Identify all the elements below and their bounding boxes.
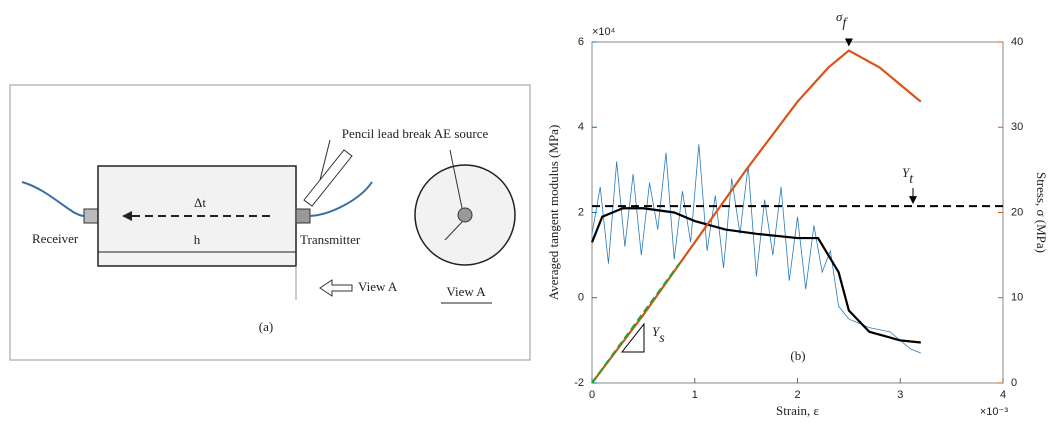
sensor-spot (457, 207, 473, 223)
chart-label: (b) (790, 348, 805, 363)
threshold-label: Yt (902, 165, 914, 187)
y2-tick-label: 20 (1011, 206, 1023, 218)
slope-label-symbol: Y (652, 324, 661, 339)
x-tick-label: 4 (1000, 389, 1006, 401)
diagram: Pencil lead break AE source Δt h Receive… (9, 84, 531, 361)
view-title: View A (446, 284, 486, 299)
arrow-head (844, 38, 853, 47)
source-label: Pencil lead break AE source (342, 126, 489, 141)
delta-label: Δt (194, 195, 206, 210)
x-tick-label: 3 (897, 389, 903, 401)
series-line (591, 144, 921, 354)
peak-label-symbol: σ (836, 9, 843, 24)
pencil (303, 149, 353, 207)
leader (449, 149, 463, 209)
threshold-label-symbol: Y (902, 165, 911, 180)
peak-label: σf (836, 9, 848, 31)
series-line (591, 263, 681, 384)
y2-axis-label: Stress, σ (MPa) (1034, 172, 1049, 253)
y-tick-label: 4 (578, 121, 584, 133)
slope-triangle (620, 322, 645, 353)
y-tick-label: 0 (578, 292, 584, 304)
leader (444, 221, 463, 241)
y2-tick-label: 40 (1011, 36, 1023, 48)
slope-label: Ys (652, 324, 665, 346)
x-tick-label: 1 (692, 389, 698, 401)
series-line (591, 49, 922, 384)
x-axis-label: Strain, ε (776, 403, 820, 418)
view-arrow-label: View A (358, 279, 398, 294)
y-tick-label: 6 (578, 36, 584, 48)
y-axis-label: Averaged tangent modulus (MPa) (546, 125, 561, 301)
peak-label-sub: f (842, 16, 848, 31)
series-line (590, 207, 921, 344)
arrow-head (122, 211, 132, 221)
receiver-label: Receiver (32, 231, 79, 246)
receiver-sensor (83, 208, 99, 224)
x-tick-label: 0 (589, 389, 595, 401)
leader (319, 139, 331, 181)
slope-label-sub: s (659, 331, 665, 346)
threshold-label-sub: t (909, 172, 914, 187)
transmitter-sensor (295, 208, 311, 224)
chart: 0 1 2 3 4 -2 0 2 4 6 0 10 20 30 40 Strain, ε ×10⁻³ ×10⁴ Av… (546, 9, 1049, 418)
transmitter-label: Transmitter (300, 232, 361, 247)
y2-tick-label: 30 (1011, 121, 1023, 133)
y-multiplier: ×10⁴ (592, 26, 616, 38)
y-tick-label: -2 (574, 377, 584, 389)
arrow-head (909, 196, 917, 205)
y-tick-label: 2 (578, 206, 584, 218)
view-arrow (319, 279, 353, 297)
y2-tick-label: 10 (1011, 292, 1023, 304)
x-tick-label: 2 (794, 389, 800, 401)
cable (21, 181, 85, 217)
x-multiplier: ×10⁻³ (980, 406, 1008, 418)
length-label: h (194, 232, 201, 247)
diagram-label: (a) (259, 319, 273, 334)
y2-tick-label: 0 (1011, 377, 1017, 389)
cable (309, 181, 373, 217)
